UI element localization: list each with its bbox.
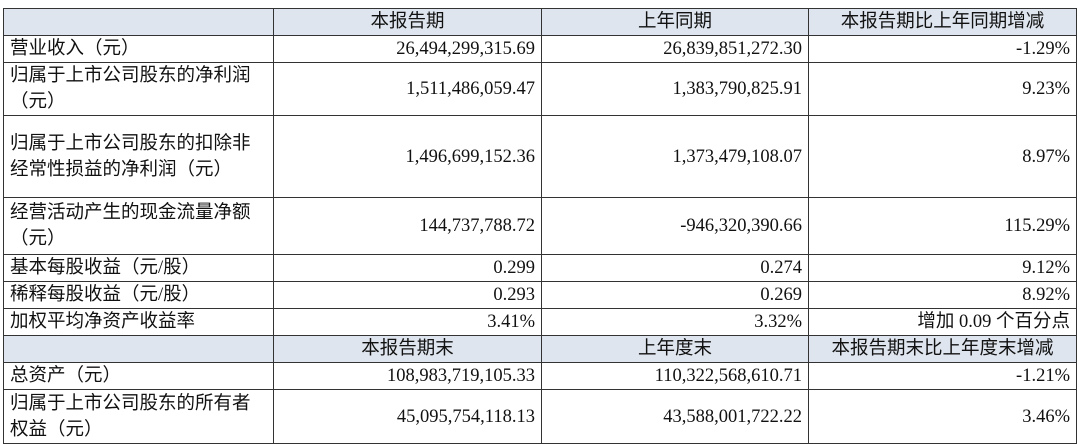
value-cell: 115.29% [808, 197, 1077, 255]
value-cell: 8.92% [808, 281, 1077, 309]
header-cell [3, 335, 274, 363]
row-label: 营业收入（元） [3, 35, 274, 63]
header-cell: 本报告期比上年同期增减 [808, 8, 1077, 36]
value-cell: 3.46% [808, 389, 1077, 444]
value-cell: -1.29% [808, 35, 1077, 63]
row-label: 稀释每股收益（元/股） [3, 281, 274, 309]
row-label: 加权平均净资产收益率 [3, 308, 274, 336]
value-cell: 8.97% [808, 115, 1077, 198]
header-cell: 本报告期末 [273, 335, 542, 363]
header-cell: 上年同期 [541, 8, 809, 36]
value-cell: 1,373,479,108.07 [541, 115, 809, 198]
row-label: 归属于上市公司股东的净利润（元） [3, 62, 274, 116]
data-row: 归属于上市公司股东的所有者权益（元） 45,095,754,118.13 43,58… [3, 389, 1077, 444]
row-label: 归属于上市公司股东的扣除非经常性损益的净利润（元） [3, 115, 274, 198]
row-label: 归属于上市公司股东的所有者权益（元） [3, 389, 274, 444]
value-cell: 0.293 [273, 281, 542, 309]
value-cell: 110,322,568,610.71 [541, 362, 809, 390]
value-cell: -946,320,390.66 [541, 197, 809, 255]
data-row: 总资产（元） 108,983,719,105.33 110,322,568,610.… [3, 362, 1077, 390]
data-row: 经营活动产生的现金流量净额（元） 144,737,788.72 -946,320,3… [3, 197, 1077, 255]
header-cell [3, 8, 274, 36]
header-cell: 上年度末 [541, 335, 809, 363]
value-cell: 9.12% [808, 254, 1077, 282]
value-cell: 3.32% [541, 308, 809, 336]
data-row: 基本每股收益（元/股） 0.299 0.274 9.12% [3, 254, 1077, 282]
value-cell: 0.274 [541, 254, 809, 282]
value-cell: 3.41% [273, 308, 542, 336]
value-cell: 108,983,719,105.33 [273, 362, 542, 390]
header-row: 本报告期末 上年度末 本报告期末比上年度末增减 [3, 335, 1077, 363]
value-cell: 1,496,699,152.36 [273, 115, 542, 198]
data-row: 归属于上市公司股东的净利润（元） 1,511,486,059.47 1,383,79… [3, 62, 1077, 116]
header-row: 本报告期 上年同期 本报告期比上年同期增减 [3, 8, 1077, 36]
financial-table: 本报告期 上年同期 本报告期比上年同期增减 营业收入（元） 26,494,299,315… [3, 8, 1077, 444]
value-cell: -1.21% [808, 362, 1077, 390]
header-cell: 本报告期末比上年度末增减 [808, 335, 1077, 363]
row-label: 总资产（元） [3, 362, 274, 390]
row-label: 基本每股收益（元/股） [3, 254, 274, 282]
row-label: 经营活动产生的现金流量净额（元） [3, 197, 274, 255]
data-row: 归属于上市公司股东的扣除非经常性损益的净利润（元） 1,496,699,152.3… [3, 115, 1077, 198]
value-cell: 0.299 [273, 254, 542, 282]
value-cell: 45,095,754,118.13 [273, 389, 542, 444]
data-row: 稀释每股收益（元/股） 0.293 0.269 8.92% [3, 281, 1077, 309]
value-cell: 0.269 [541, 281, 809, 309]
header-cell: 本报告期 [273, 8, 542, 36]
value-cell: 1,511,486,059.47 [273, 62, 542, 116]
value-cell: 26,839,851,272.30 [541, 35, 809, 63]
data-row: 营业收入（元） 26,494,299,315.69 26,839,851,272.3… [3, 35, 1077, 63]
value-cell: 144,737,788.72 [273, 197, 542, 255]
value-cell: 43,588,001,722.22 [541, 389, 809, 444]
value-cell: 增加 0.09 个百分点 [808, 308, 1077, 336]
value-cell: 1,383,790,825.91 [541, 62, 809, 116]
value-cell: 9.23% [808, 62, 1077, 116]
value-cell: 26,494,299,315.69 [273, 35, 542, 63]
data-row: 加权平均净资产收益率 3.41% 3.32% 增加 0.09 个百分点 [3, 308, 1077, 336]
